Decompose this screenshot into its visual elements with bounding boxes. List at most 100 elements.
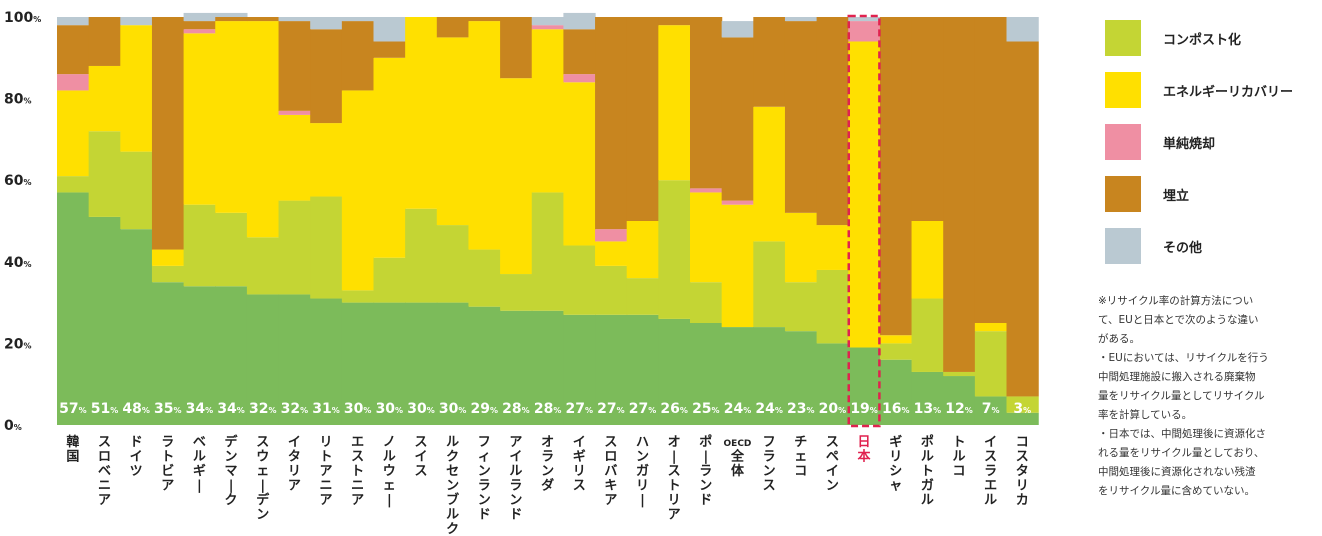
bar-segment — [183, 286, 216, 425]
value-label: 12% — [945, 401, 973, 417]
bar-segment — [88, 65, 121, 132]
bar-segment — [468, 306, 501, 425]
x-tick-label: アイルランド — [509, 435, 522, 523]
bar-segment — [848, 17, 881, 22]
value-label: 7% — [982, 401, 1000, 417]
bar-segment — [690, 282, 723, 323]
bar-segment — [183, 21, 216, 30]
bar-segment — [373, 57, 406, 258]
recycling-rate-chart: 57% 51% 48% 35% 34% 34% 32% 32% 31% 30% 30% 30% 30% 2… — [4, 10, 1039, 536]
svg-text:オ|ストリア: オ|ストリア — [668, 435, 681, 523]
bar-segment — [88, 216, 121, 425]
bar-segment — [658, 17, 691, 26]
x-tick-label: オランダ — [541, 435, 554, 494]
bar-segment — [120, 151, 153, 230]
bar-segment — [278, 21, 311, 111]
bar-segment — [183, 204, 216, 287]
bar-segment — [721, 327, 754, 425]
bar-segment — [278, 200, 311, 295]
bar-segment — [943, 376, 976, 425]
y-tick-label: 60% — [4, 173, 32, 189]
svg-text:ギリシャ: ギリシャ — [889, 434, 902, 494]
bar-segment — [120, 25, 153, 152]
bar-segment — [405, 208, 438, 303]
svg-text:スロベニア: スロベニア — [98, 435, 111, 508]
note-line: 率を計算している。 — [1098, 409, 1193, 421]
svg-text:スウェ|デン: スウェ|デン — [256, 435, 270, 523]
legend-item-energy-recovery: エネルギーリカバリー — [1105, 64, 1315, 116]
x-tick-label: ハンガリ| — [636, 435, 649, 508]
legend-item-landfill: 埋立 — [1105, 168, 1315, 220]
bar-segment — [911, 221, 944, 299]
bar-segment — [690, 323, 723, 425]
x-tick-label: イギリス — [573, 435, 586, 494]
svg-text:スペイン: スペイン — [826, 435, 839, 494]
bar-segment — [563, 245, 596, 315]
value-label: 13% — [914, 401, 942, 417]
x-tick-label: ドイツ — [130, 435, 143, 479]
x-tick-label: OECD 全体 — [724, 439, 752, 479]
bar-segment — [310, 29, 343, 124]
bar-segment — [373, 302, 406, 425]
y-tick-label: 80% — [4, 92, 32, 108]
bar-segment — [563, 29, 596, 75]
value-label: 27% — [629, 401, 657, 417]
bar-segment — [943, 17, 976, 372]
note-line: ・日本では、中間処理後に資源化さ — [1098, 428, 1266, 440]
bar-segment — [974, 331, 1008, 397]
bar-segment — [595, 265, 628, 315]
value-label: 20% — [819, 401, 847, 417]
bar-segment — [784, 17, 818, 22]
x-tick-label: ポ|ランド — [699, 434, 712, 508]
value-label: 32% — [249, 401, 277, 417]
bar-segment — [816, 17, 849, 226]
bar-segment — [151, 265, 185, 283]
bar-segment — [563, 12, 596, 30]
x-tick-label: チェコ — [794, 435, 807, 479]
y-tick-label: 0% — [4, 418, 22, 434]
svg-text:フィンランド: フィンランド — [478, 435, 491, 523]
value-label: 35% — [154, 401, 182, 417]
note-line: て、EUと日本とで次のような違い — [1098, 314, 1259, 326]
legend-swatch-energy-recovery — [1105, 72, 1141, 108]
svg-text:イタリア: イタリア — [288, 435, 301, 494]
bar-segment — [341, 17, 375, 22]
bar-segment — [341, 302, 375, 425]
value-label: 57% — [59, 401, 87, 417]
bar-segment — [784, 282, 818, 332]
x-tick-label: ノルウェ| — [383, 435, 396, 508]
value-label: 27% — [597, 401, 625, 417]
bar-segment — [278, 17, 311, 22]
x-tick-label: オ|ストリア — [668, 435, 681, 523]
x-tick-label: エストニア — [351, 435, 364, 508]
value-label: 30% — [344, 401, 372, 417]
value-label: 16% — [882, 401, 910, 417]
bar-segment — [310, 17, 343, 30]
legend-item-compost: コンポスト化 — [1105, 12, 1315, 64]
x-tick-label: フィンランド — [478, 435, 491, 523]
value-label: 34% — [217, 401, 245, 417]
value-label: 30% — [376, 401, 404, 417]
bar-segment — [215, 12, 248, 17]
bar-segment — [151, 249, 185, 266]
y-axis: 0% 20% 40% 60% 80% 100% — [4, 10, 41, 434]
value-label: 25% — [692, 401, 720, 417]
bar-segment — [57, 74, 90, 91]
bar-segment — [1006, 412, 1039, 425]
bar-segment — [595, 229, 628, 242]
legend-item-incineration: 単純焼却 — [1105, 116, 1315, 168]
svg-text:ポ|ランド: ポ|ランド — [699, 434, 712, 508]
bar-segment — [753, 327, 786, 425]
note-line: ・EUにおいては、リサイクルを行う — [1098, 352, 1269, 364]
calculation-note: ※リサイクル率の計算方法につい て、EUと日本とで次のような違い がある。 ・E… — [1098, 292, 1313, 501]
x-tick-label: 韓国 — [66, 434, 79, 465]
bar-segment — [1006, 396, 1039, 413]
x-tick-label: リトアニア — [320, 435, 333, 508]
svg-text:コスタリカ: コスタリカ — [1016, 435, 1029, 508]
value-label: 28% — [502, 401, 530, 417]
bar-segment — [88, 17, 121, 66]
bar-segment — [690, 192, 723, 283]
bar-segment — [57, 25, 90, 75]
x-tick-label: ラトビア — [161, 435, 174, 494]
bar-segment — [721, 37, 754, 201]
